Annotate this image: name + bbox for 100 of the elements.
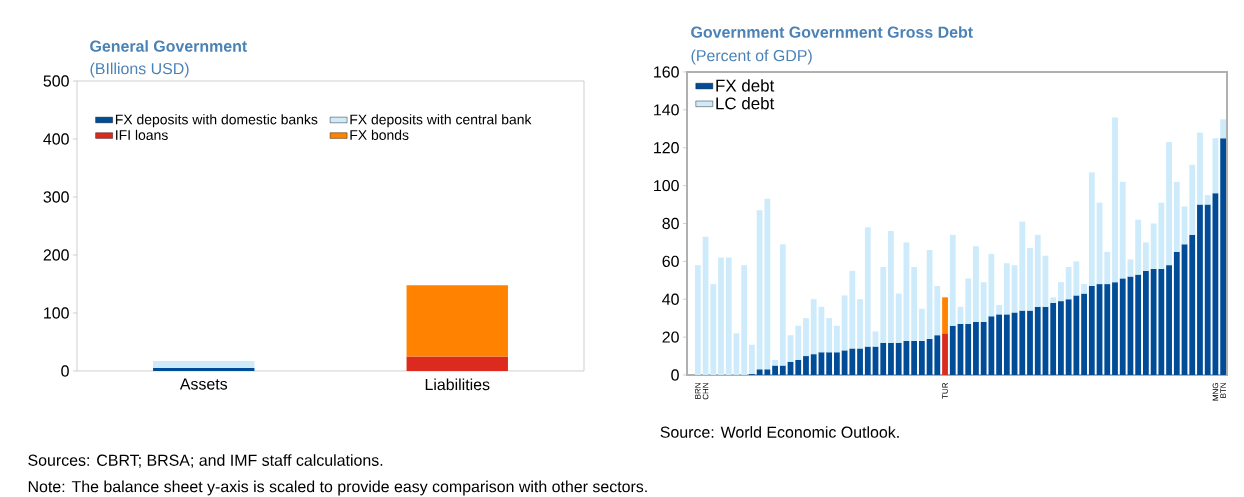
- bar: [880, 342, 887, 375]
- legend-label: FX bonds: [350, 129, 409, 141]
- bar: [1220, 138, 1227, 375]
- bar: [880, 267, 887, 343]
- bar: [1127, 259, 1134, 277]
- legend-label: FX deposits with domestic banks: [115, 114, 318, 128]
- bar: [973, 246, 979, 322]
- bar: [779, 244, 786, 366]
- bar: [694, 265, 701, 375]
- bar: [826, 318, 833, 353]
- y-tick-label: 0: [61, 365, 69, 377]
- bar: [1166, 142, 1172, 266]
- x-tick-label: Liabilities: [425, 378, 490, 391]
- bar: [1058, 301, 1064, 375]
- bar: [1143, 242, 1149, 271]
- bar: [1003, 314, 1010, 375]
- bar: [1189, 164, 1196, 235]
- y-tick-label: 140: [654, 104, 679, 116]
- bar: [1119, 278, 1126, 375]
- legend-label: FX debt: [716, 79, 775, 92]
- chart-subtitle: (BIllions USD): [90, 62, 189, 78]
- y-tick-label: 40: [662, 293, 679, 305]
- y-tick-label: 80: [662, 217, 679, 230]
- bar: [833, 352, 840, 375]
- y-tick-label: 400: [43, 133, 69, 145]
- bar: [918, 340, 925, 375]
- bar: [1166, 265, 1172, 375]
- bar: [864, 227, 871, 347]
- bar: [718, 257, 724, 375]
- y-tick-label: 500: [43, 75, 69, 87]
- bar: [942, 333, 948, 375]
- bar: [795, 325, 802, 360]
- source-note: Source: World Economic Outlook.: [660, 426, 899, 438]
- bar: [741, 265, 748, 375]
- bar: [911, 267, 918, 341]
- text: Note: The balance sheet y-axis is scaled to provide easy comparison with other sectors.: [28, 480, 647, 496]
- chart-title: Government Government Gross Debt: [691, 26, 973, 38]
- bar: [779, 365, 786, 375]
- legend-label: FX deposits with central bank: [350, 114, 532, 128]
- y-tick-label: 100: [654, 179, 679, 192]
- y-tick-label: 20: [662, 331, 679, 343]
- bar: [1112, 282, 1118, 375]
- bar: [888, 342, 894, 375]
- bar: [795, 359, 802, 375]
- bar: [1088, 172, 1095, 286]
- bar: [872, 331, 879, 347]
- bar: [895, 342, 902, 375]
- chart-title: General Government: [90, 40, 247, 52]
- bar: [934, 285, 941, 336]
- bar: [1081, 293, 1087, 375]
- bar: [772, 359, 778, 366]
- bar: [934, 335, 941, 375]
- bar: [1081, 284, 1087, 294]
- bar: [996, 304, 1003, 315]
- bar: [810, 299, 817, 355]
- bar: [895, 293, 902, 343]
- chart-subtitle: (Percent of GDP): [691, 49, 812, 65]
- legend-label: IFI loans: [116, 129, 168, 141]
- bar: [965, 278, 972, 324]
- bar: [749, 344, 755, 375]
- bar: [942, 297, 948, 334]
- bar: [1104, 251, 1111, 285]
- bar: [1088, 285, 1095, 375]
- bar: [857, 348, 863, 375]
- bar: [803, 356, 809, 375]
- bar: [772, 365, 778, 375]
- bar: [1135, 219, 1142, 275]
- bar: [1027, 248, 1033, 311]
- y-tick-label: 160: [654, 66, 679, 78]
- source-note: Sources: CBRT; BRSA; and IMF staff calculations.: [28, 454, 383, 468]
- bar: [1173, 251, 1180, 375]
- bar: [1104, 284, 1111, 375]
- bar: [918, 308, 925, 341]
- bar: [725, 257, 732, 375]
- bar: [888, 231, 894, 343]
- bar: [1204, 195, 1211, 205]
- bar: [1204, 204, 1211, 375]
- bar: [1173, 181, 1180, 252]
- bar: [1019, 221, 1026, 311]
- bar: [857, 299, 863, 349]
- bar: [864, 346, 871, 375]
- bar: [1189, 234, 1196, 375]
- bar: [1003, 263, 1010, 315]
- bar: [1197, 204, 1203, 375]
- bar: [1143, 270, 1149, 375]
- bar: [1135, 274, 1142, 375]
- bar: [710, 284, 717, 375]
- y-tick-label: 0: [671, 369, 679, 381]
- bar: [911, 340, 918, 375]
- x-tick-label: Assets: [179, 378, 228, 390]
- bar: [1019, 310, 1026, 375]
- y-tick-label: 60: [662, 255, 679, 267]
- bar: [1050, 303, 1057, 375]
- bar: [833, 325, 840, 353]
- bar: [1058, 282, 1064, 302]
- y-tick-label: 200: [43, 249, 69, 261]
- bar: [810, 354, 817, 375]
- bar: [826, 352, 833, 375]
- bar: [803, 318, 809, 357]
- bar: [1034, 306, 1041, 375]
